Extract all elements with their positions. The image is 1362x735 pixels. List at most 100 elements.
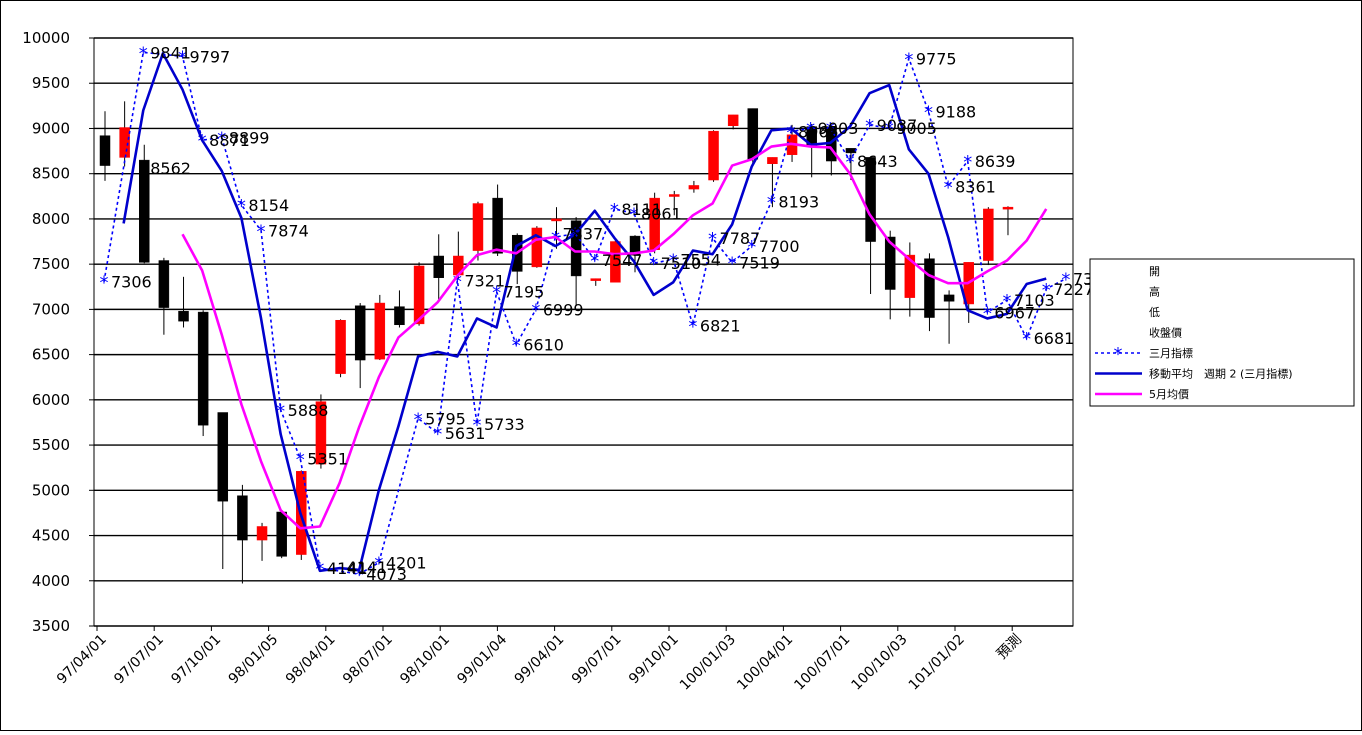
data-label: 8639 bbox=[975, 152, 1016, 171]
star-marker: * bbox=[453, 271, 462, 292]
candle-body bbox=[610, 241, 621, 283]
star-marker: * bbox=[983, 303, 992, 324]
legend-label: 5月均價 bbox=[1149, 387, 1189, 401]
star-marker: * bbox=[610, 200, 619, 221]
candle-body bbox=[472, 203, 484, 251]
candle-body bbox=[335, 319, 346, 374]
star-marker: * bbox=[963, 152, 972, 173]
candle-body bbox=[433, 255, 444, 278]
candle-body bbox=[158, 260, 170, 308]
candle-body bbox=[983, 208, 994, 261]
data-label: 9037 bbox=[877, 116, 918, 135]
star-marker: * bbox=[276, 401, 285, 422]
data-label: 5795 bbox=[425, 409, 466, 428]
candle-body bbox=[276, 511, 287, 557]
star-marker: * bbox=[845, 152, 854, 173]
legend-label: 三月指標 bbox=[1149, 346, 1193, 360]
star-marker: * bbox=[708, 229, 717, 250]
candle-body bbox=[590, 278, 601, 281]
candle-body bbox=[237, 495, 248, 541]
data-label: 7787 bbox=[720, 229, 761, 248]
star-marker: * bbox=[100, 273, 109, 294]
star-marker: * bbox=[355, 565, 364, 586]
candle-body bbox=[884, 236, 896, 290]
data-label: 9775 bbox=[916, 49, 957, 68]
data-label: 9003 bbox=[818, 119, 859, 138]
data-label: 9188 bbox=[935, 102, 976, 121]
legend-label: 移動平均 週期 2 (三月指標) bbox=[1149, 367, 1293, 381]
data-label: 8562 bbox=[150, 159, 191, 178]
star-marker: * bbox=[433, 424, 442, 445]
star-marker: * bbox=[904, 49, 913, 70]
y-tick-label: 7500 bbox=[32, 255, 70, 273]
star-marker: * bbox=[728, 253, 737, 274]
data-label: 7306 bbox=[111, 273, 152, 292]
star-marker: * bbox=[374, 554, 383, 575]
candle-body bbox=[139, 159, 150, 263]
data-label: 4201 bbox=[386, 554, 427, 573]
data-label: 7874 bbox=[268, 221, 309, 240]
star-marker: * bbox=[590, 251, 599, 272]
data-label: 7519 bbox=[739, 253, 780, 272]
star-marker: * bbox=[747, 237, 756, 258]
star-marker: * bbox=[217, 129, 226, 150]
candle-body bbox=[904, 254, 916, 298]
candle-body bbox=[767, 157, 778, 164]
data-label: 4141 bbox=[327, 559, 368, 578]
candle-body bbox=[1002, 206, 1014, 210]
data-label: 5351 bbox=[307, 450, 348, 469]
legend-label: 收盤價 bbox=[1149, 326, 1182, 340]
data-label: 8361 bbox=[955, 177, 996, 196]
star-marker: * bbox=[767, 192, 776, 213]
candle-body bbox=[865, 157, 876, 242]
data-label: 5733 bbox=[484, 415, 525, 434]
y-tick-label: 6500 bbox=[32, 346, 70, 364]
y-tick-label: 6000 bbox=[32, 391, 70, 409]
star-marker: * bbox=[1042, 280, 1051, 301]
star-marker: * bbox=[296, 450, 305, 471]
candle-body bbox=[394, 306, 405, 326]
candle-body bbox=[413, 265, 425, 325]
data-label: 7195 bbox=[504, 283, 545, 302]
data-label: 7547 bbox=[602, 251, 643, 270]
y-tick-label: 8500 bbox=[32, 165, 70, 183]
candle-body bbox=[629, 235, 641, 256]
star-marker: * bbox=[806, 119, 815, 140]
data-label: 6821 bbox=[700, 317, 741, 336]
data-label: 4141 bbox=[347, 558, 388, 577]
star-marker: * bbox=[257, 221, 266, 242]
candle-body bbox=[178, 310, 189, 322]
star-marker: * bbox=[688, 317, 697, 338]
legend-label: 高 bbox=[1149, 285, 1160, 299]
star-marker: * bbox=[630, 204, 639, 225]
star-marker: * bbox=[924, 102, 933, 123]
candle-body bbox=[531, 227, 543, 268]
star-marker: * bbox=[865, 116, 874, 137]
data-label: 9797 bbox=[190, 47, 231, 66]
candle-body bbox=[669, 194, 680, 197]
data-label: 7554 bbox=[680, 250, 721, 269]
data-label: 7103 bbox=[1014, 291, 1055, 310]
y-tick-label: 8000 bbox=[32, 210, 70, 228]
star-marker: * bbox=[531, 300, 540, 321]
candle-body bbox=[924, 258, 935, 318]
data-label: 8643 bbox=[857, 152, 898, 171]
y-tick-label: 9500 bbox=[32, 74, 70, 92]
star-marker: * bbox=[944, 177, 953, 198]
data-label: 8154 bbox=[248, 196, 289, 215]
star-marker: * bbox=[1061, 270, 1070, 291]
candle-body bbox=[99, 135, 111, 166]
series-line-0 bbox=[103, 51, 1067, 575]
data-label: 5631 bbox=[445, 424, 486, 443]
candle-body bbox=[197, 311, 209, 426]
y-tick-label: 7000 bbox=[32, 300, 70, 318]
y-tick-label: 4500 bbox=[32, 527, 70, 545]
candle-body bbox=[354, 305, 366, 361]
star-marker: * bbox=[178, 47, 187, 68]
legend-box bbox=[1089, 258, 1355, 407]
data-label: 6967 bbox=[994, 303, 1035, 322]
data-label: 9005 bbox=[896, 119, 937, 138]
star-marker: * bbox=[492, 283, 501, 304]
y-axis-tick-labels: 10000 9500 9000 8500 8000 7500 7000 6500 6000 550… bbox=[22, 29, 70, 635]
